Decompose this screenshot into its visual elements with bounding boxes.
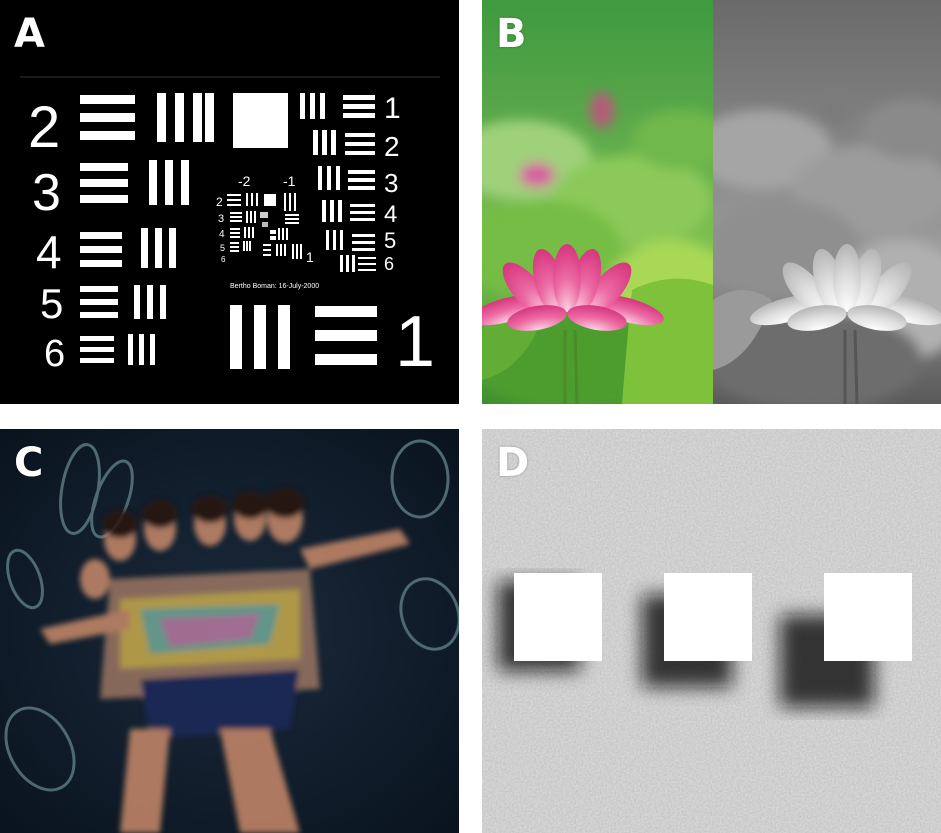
resolution-target-panel: 2 3 4 5 6 bbox=[0, 0, 459, 404]
target-number: 3 bbox=[384, 168, 398, 198]
target-number: 1 bbox=[395, 302, 435, 382]
target-number: 5 bbox=[220, 243, 225, 253]
target-number: 1 bbox=[306, 249, 314, 265]
tennis-motion-image bbox=[0, 429, 459, 833]
panel-label: B bbox=[496, 11, 528, 57]
target-number: 3 bbox=[218, 213, 224, 225]
target-number: 2 bbox=[216, 195, 223, 209]
target-number: 5 bbox=[40, 280, 63, 327]
target-number: 2 bbox=[384, 131, 400, 162]
panel-label: A bbox=[14, 11, 46, 57]
target-number: 4 bbox=[219, 229, 225, 240]
lotus-image bbox=[482, 0, 941, 404]
target-number: 1 bbox=[384, 92, 401, 125]
panel-label: C bbox=[14, 440, 45, 486]
resolution-target-image: 2 3 4 5 6 bbox=[0, 0, 459, 404]
target-credit: Bertho Boman: 16-July-2000 bbox=[230, 283, 319, 290]
target-number: 2 bbox=[28, 95, 60, 160]
panel-label: D bbox=[496, 440, 531, 486]
target-number: 4 bbox=[384, 201, 397, 228]
target-group-label: -2 bbox=[238, 173, 251, 189]
tennis-motion-panel: C bbox=[0, 429, 459, 833]
target-number: 3 bbox=[32, 164, 61, 222]
target-number: 6 bbox=[384, 254, 394, 274]
target-group-label: -1 bbox=[283, 173, 296, 189]
target-number: 6 bbox=[44, 333, 65, 375]
noise-squares-image bbox=[482, 429, 941, 833]
noise-squares-panel: D bbox=[482, 429, 941, 833]
target-number: 6 bbox=[221, 255, 226, 264]
target-number: 5 bbox=[384, 228, 396, 253]
lotus-comparison-panel: B bbox=[482, 0, 941, 404]
target-number: 4 bbox=[36, 226, 62, 278]
